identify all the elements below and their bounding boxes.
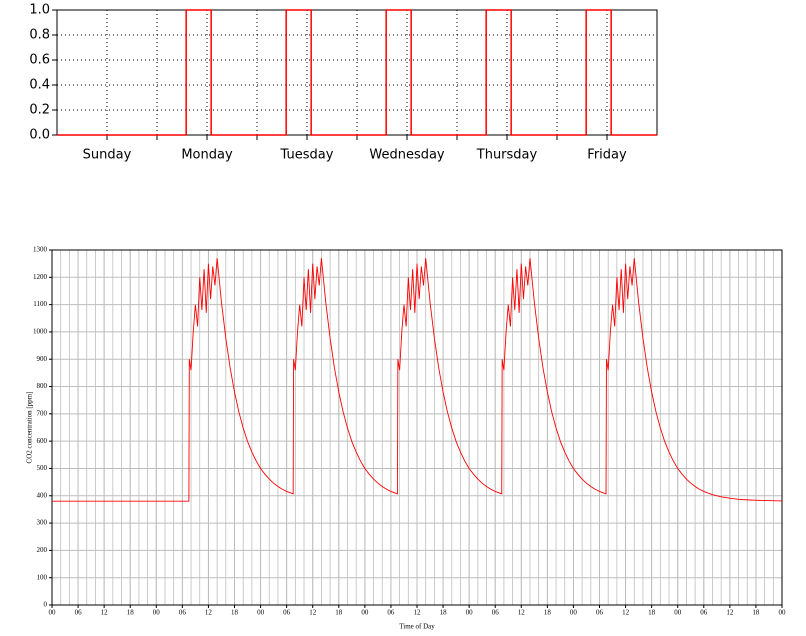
x-tick-label: 18 [648,609,656,617]
y-tick-label: 600 [37,437,48,445]
x-tick-label: 00 [674,609,682,617]
y-tick-label: 100 [37,573,48,581]
x-tick-label: 12 [518,609,526,617]
y-tick-label: 1000 [33,328,48,336]
y-tick-label: 1200 [33,273,48,281]
x-tick-label: 18 [127,609,135,617]
y-tick-label: 0.2 [29,103,50,118]
y-tick-label: 400 [37,491,48,499]
y-tick-label: 500 [37,464,48,472]
x-tick-label: 00 [466,609,474,617]
x-tick-label: Wednesday [369,148,445,163]
x-tick-label: 00 [257,609,265,617]
x-tick-label: 12 [101,609,109,617]
x-tick-label: 18 [231,609,239,617]
x-tick-label: 06 [700,609,708,617]
x-tick-label: 00 [49,609,57,617]
chart: 0.0 0.2 0.4 0.6 0.8 1.0 Sunday Monday Tuesday Wed… [29,3,658,163]
y-tick-label: 800 [37,382,48,390]
y-tick-label: 700 [37,409,48,417]
x-tick-label: 00 [570,609,578,617]
y-tick-label: 1.0 [29,3,50,18]
x-tick-label: 00 [361,609,369,617]
y-tick-label: 1100 [33,300,47,308]
plot-frame [51,249,783,606]
x-tick-label: 12 [622,609,630,617]
x-tick-label: 06 [387,609,395,617]
y-tick-label: 300 [37,519,48,527]
x-tick-label: 18 [335,609,343,617]
x-tick-label: Monday [181,148,233,163]
y-tick-label: 0.4 [29,78,50,93]
chart: 0100200300400500600700800900100011001200… [26,246,786,631]
x-tick-label: 06 [75,609,83,617]
x-tick-label: 18 [752,609,760,617]
data-line [52,258,783,502]
x-tick-label: 18 [440,609,448,617]
x-tick-label: 12 [205,609,213,617]
y-tick-label: 0.0 [29,128,50,143]
y-tick-label: 900 [37,355,48,363]
y-tick-label: 0.8 [29,28,50,43]
y-tick-label: 0 [44,601,48,609]
x-tick-label: Sunday [83,148,132,163]
data-line [57,9,657,136]
x-tick-label: 12 [414,609,422,617]
x-tick-label: 06 [283,609,291,617]
y-axis-label: CO2 concentration [ppm] [26,392,34,464]
x-tick-label: 18 [544,609,552,617]
x-tick-label: Friday [587,148,627,163]
y-tick-label: 200 [37,546,48,554]
x-tick-label: 06 [492,609,500,617]
x-axis-label: Time of Day [399,623,435,631]
x-tick-label: 12 [309,609,317,617]
x-tick-label: 06 [596,609,604,617]
x-tick-label: 06 [179,609,187,617]
x-tick-label: Thursday [476,148,538,163]
x-tick-label: 00 [779,609,787,617]
y-tick-label: 1300 [33,246,48,254]
x-tick-label: 12 [726,609,734,617]
y-tick-label: 0.6 [29,53,50,68]
x-tick-label: 00 [153,609,161,617]
plot-frame [56,9,658,136]
x-tick-label: Tuesday [280,148,334,163]
